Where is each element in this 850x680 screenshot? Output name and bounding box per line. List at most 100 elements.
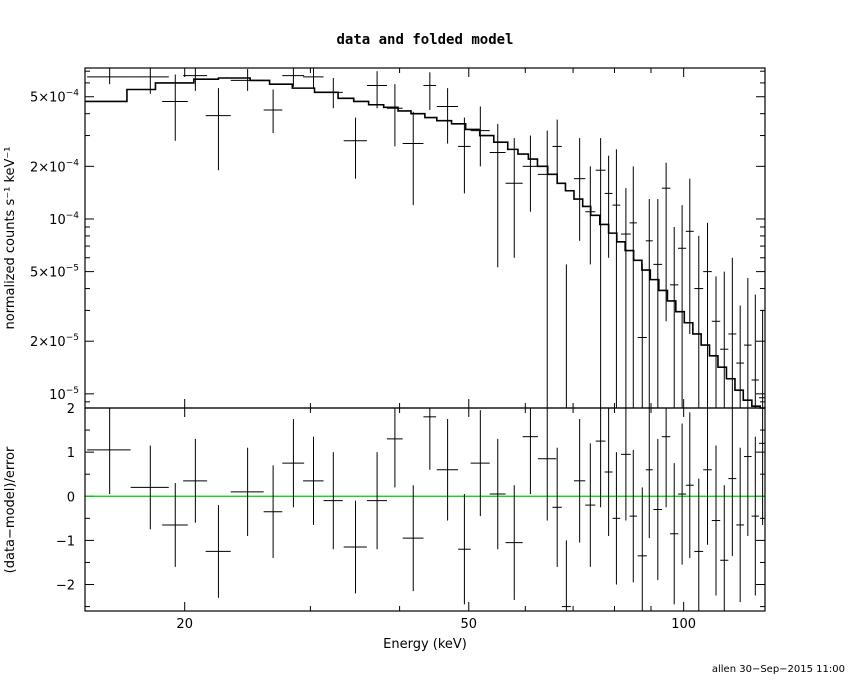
data-point: [678, 205, 687, 408]
residual-point: [720, 485, 729, 611]
data-point: [230, 69, 264, 91]
residual-point: [703, 408, 712, 545]
data-point: [282, 68, 305, 87]
residual-point: [323, 452, 343, 550]
data-point: [386, 84, 403, 147]
data-point: [604, 155, 613, 258]
data-point: [621, 188, 631, 408]
residual-point: [645, 408, 653, 539]
data-point: [685, 178, 694, 334]
residual-point: [629, 449, 637, 583]
data-point: [87, 68, 131, 85]
residual-point: [711, 445, 721, 596]
model-step-line: [85, 77, 765, 409]
data-point: [470, 106, 490, 167]
upper-panel: 5×10−4 2×10−4 10−4 5×10−5 2×10−5 10−5 normali…: [3, 67, 766, 409]
x-tick-label: 50: [460, 617, 477, 632]
y-tick-label: 2×10−4: [30, 158, 79, 175]
data-point: [661, 162, 671, 322]
data-point: [343, 117, 367, 179]
data-point: [711, 276, 721, 408]
data-point: [758, 310, 765, 408]
data-point: [436, 88, 459, 144]
lower-y-axis-label: (data−model)/error: [3, 446, 18, 573]
data-point: [205, 88, 231, 171]
upper-frame: [84, 67, 766, 409]
residual-point: [522, 408, 538, 495]
x-axis-label: Energy (keV): [383, 637, 467, 652]
residual-point: [561, 540, 571, 611]
data-point: [595, 138, 606, 408]
lower-frame: [84, 407, 766, 612]
data-point: [303, 68, 324, 89]
residual-data-points: [87, 408, 765, 611]
spectrum-data-points: [87, 68, 765, 409]
residual-point: [366, 452, 387, 550]
data-point: [489, 123, 506, 268]
chart-title: data and folded model: [336, 32, 513, 48]
data-point: [423, 72, 437, 110]
residual-point: [183, 438, 208, 523]
x-tick-label: 20: [176, 617, 193, 632]
residual-point: [436, 419, 459, 521]
residual-point: [653, 438, 663, 581]
residual-point: [402, 485, 424, 592]
data-point: [629, 166, 637, 408]
residual-point: [282, 419, 305, 508]
residual-point: [637, 487, 647, 611]
data-point: [670, 226, 679, 408]
residual-point: [744, 408, 752, 536]
data-point: [728, 257, 737, 408]
residual-point: [604, 408, 613, 536]
lower-panel: 2 1 0 −1 −2 20 50 100 (data−model)/error Energ…: [3, 402, 766, 652]
residual-point: [552, 447, 562, 567]
data-point: [637, 264, 647, 408]
y-tick-label: 10−5: [49, 386, 79, 403]
residual-point: [758, 408, 765, 525]
y-tick-label: −1: [56, 534, 75, 549]
data-point: [130, 68, 169, 94]
data-point: [612, 149, 621, 408]
data-point: [573, 138, 586, 241]
y-tick-label: 10−4: [49, 211, 79, 228]
data-point: [183, 68, 208, 91]
data-point: [537, 130, 557, 408]
residual-point: [386, 408, 403, 488]
residual-point: [694, 478, 704, 611]
residual-point: [162, 483, 188, 567]
y-tick-label: 1: [67, 446, 75, 461]
residual-point: [458, 494, 471, 605]
residual-point: [87, 408, 131, 495]
residual-point: [505, 485, 523, 600]
data-point: [744, 277, 752, 408]
upper-y-axis-label: normalized counts s⁻¹ keV⁻¹: [3, 147, 18, 330]
data-point: [736, 305, 745, 408]
data-point: [645, 199, 653, 408]
y-tick-label: 0: [67, 490, 75, 505]
residual-point: [685, 412, 694, 559]
data-point: [522, 135, 538, 212]
upper-ticks: [85, 68, 765, 408]
residual-point: [612, 452, 621, 585]
residual-point: [678, 423, 687, 565]
data-point: [458, 117, 471, 194]
residual-point: [595, 408, 606, 508]
y-tick-label: 2×10−5: [30, 333, 79, 350]
x-tick-label: 100: [671, 617, 696, 632]
lower-y-tick-labels: 2 1 0 −1 −2: [56, 402, 75, 594]
data-point: [561, 264, 571, 409]
residual-point: [423, 408, 437, 470]
residual-point: [670, 463, 679, 605]
y-tick-label: −2: [56, 579, 75, 594]
residual-point: [205, 505, 231, 598]
y-tick-label: 5×10−5: [30, 264, 79, 281]
data-point: [162, 74, 188, 141]
residual-point: [303, 436, 324, 525]
footer-timestamp: allen 30−Sep−2015 11:00: [712, 664, 845, 675]
data-point: [720, 271, 729, 408]
residual-point: [621, 408, 631, 521]
upper-y-tick-labels: 5×10−4 2×10−4 10−4 5×10−5 2×10−5 10−5: [30, 89, 79, 403]
data-point: [694, 235, 704, 408]
residual-point: [537, 408, 557, 521]
